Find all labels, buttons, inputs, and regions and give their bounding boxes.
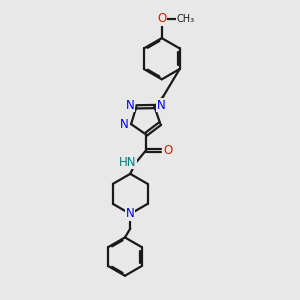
Text: N: N	[120, 118, 129, 130]
Text: N: N	[157, 99, 165, 112]
Text: O: O	[157, 13, 167, 26]
Text: CH₃: CH₃	[177, 14, 195, 24]
Text: HN: HN	[118, 156, 136, 169]
Text: N: N	[125, 99, 134, 112]
Text: N: N	[126, 207, 135, 220]
Text: O: O	[163, 144, 172, 157]
